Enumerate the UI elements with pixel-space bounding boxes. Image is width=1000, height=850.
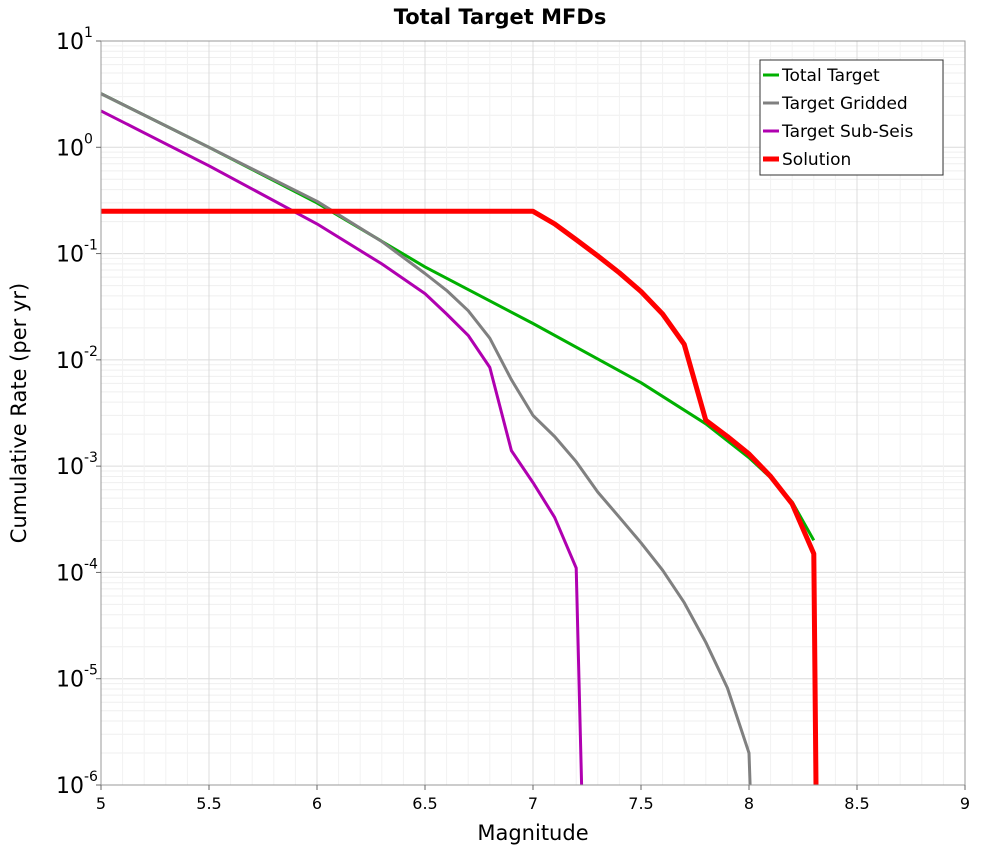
x-tick-label: 8 (744, 794, 754, 813)
series-line-target-sub-seis (100, 109, 584, 786)
x-tick-label: 5 (96, 794, 106, 813)
series-line-target-gridded (100, 92, 752, 786)
y-axis-label: Cumulative Rate (per yr) (7, 283, 31, 543)
y-tick-label: 100 (56, 131, 93, 161)
x-tick-label: 6.5 (412, 794, 437, 813)
legend-entry-label: Solution (782, 150, 851, 170)
legend-entry-label: Target Gridded (781, 94, 908, 114)
y-tick-label: 10-2 (56, 344, 98, 374)
legend-entry-label: Target Sub-Seis (781, 122, 913, 142)
series-line-solution (101, 208, 819, 786)
x-tick-label: 8.5 (844, 794, 869, 813)
y-axis-ticks: 101 100 10-1 10-2 10-3 10-4 10-5 10-6 (56, 25, 101, 799)
x-tick-label: 7.5 (628, 794, 653, 813)
y-tick-label: 10-5 (56, 663, 98, 693)
x-axis-ticks: 5 5.5 6 6.5 7 7.5 8 8.5 9 (96, 785, 970, 813)
y-tick-label: 10-1 (56, 238, 98, 268)
x-axis-label: Magnitude (477, 821, 588, 845)
series-lines (100, 92, 819, 786)
y-tick-label: 10-6 (56, 769, 98, 799)
series-line-total-target (100, 92, 816, 542)
y-tick-label: 10-4 (56, 556, 98, 586)
legend: Total Target Target Gridded Target Sub-Sei… (759, 59, 944, 176)
x-tick-label: 5.5 (196, 794, 221, 813)
x-tick-label: 9 (960, 794, 970, 813)
y-tick-label: 10-3 (56, 450, 98, 480)
x-tick-label: 6 (312, 794, 322, 813)
legend-box (759, 59, 944, 176)
legend-entry-label: Total Target (781, 66, 880, 86)
chart-title: Total Target MFDs (394, 5, 607, 29)
x-tick-label: 7 (528, 794, 538, 813)
y-tick-label: 101 (56, 25, 93, 55)
